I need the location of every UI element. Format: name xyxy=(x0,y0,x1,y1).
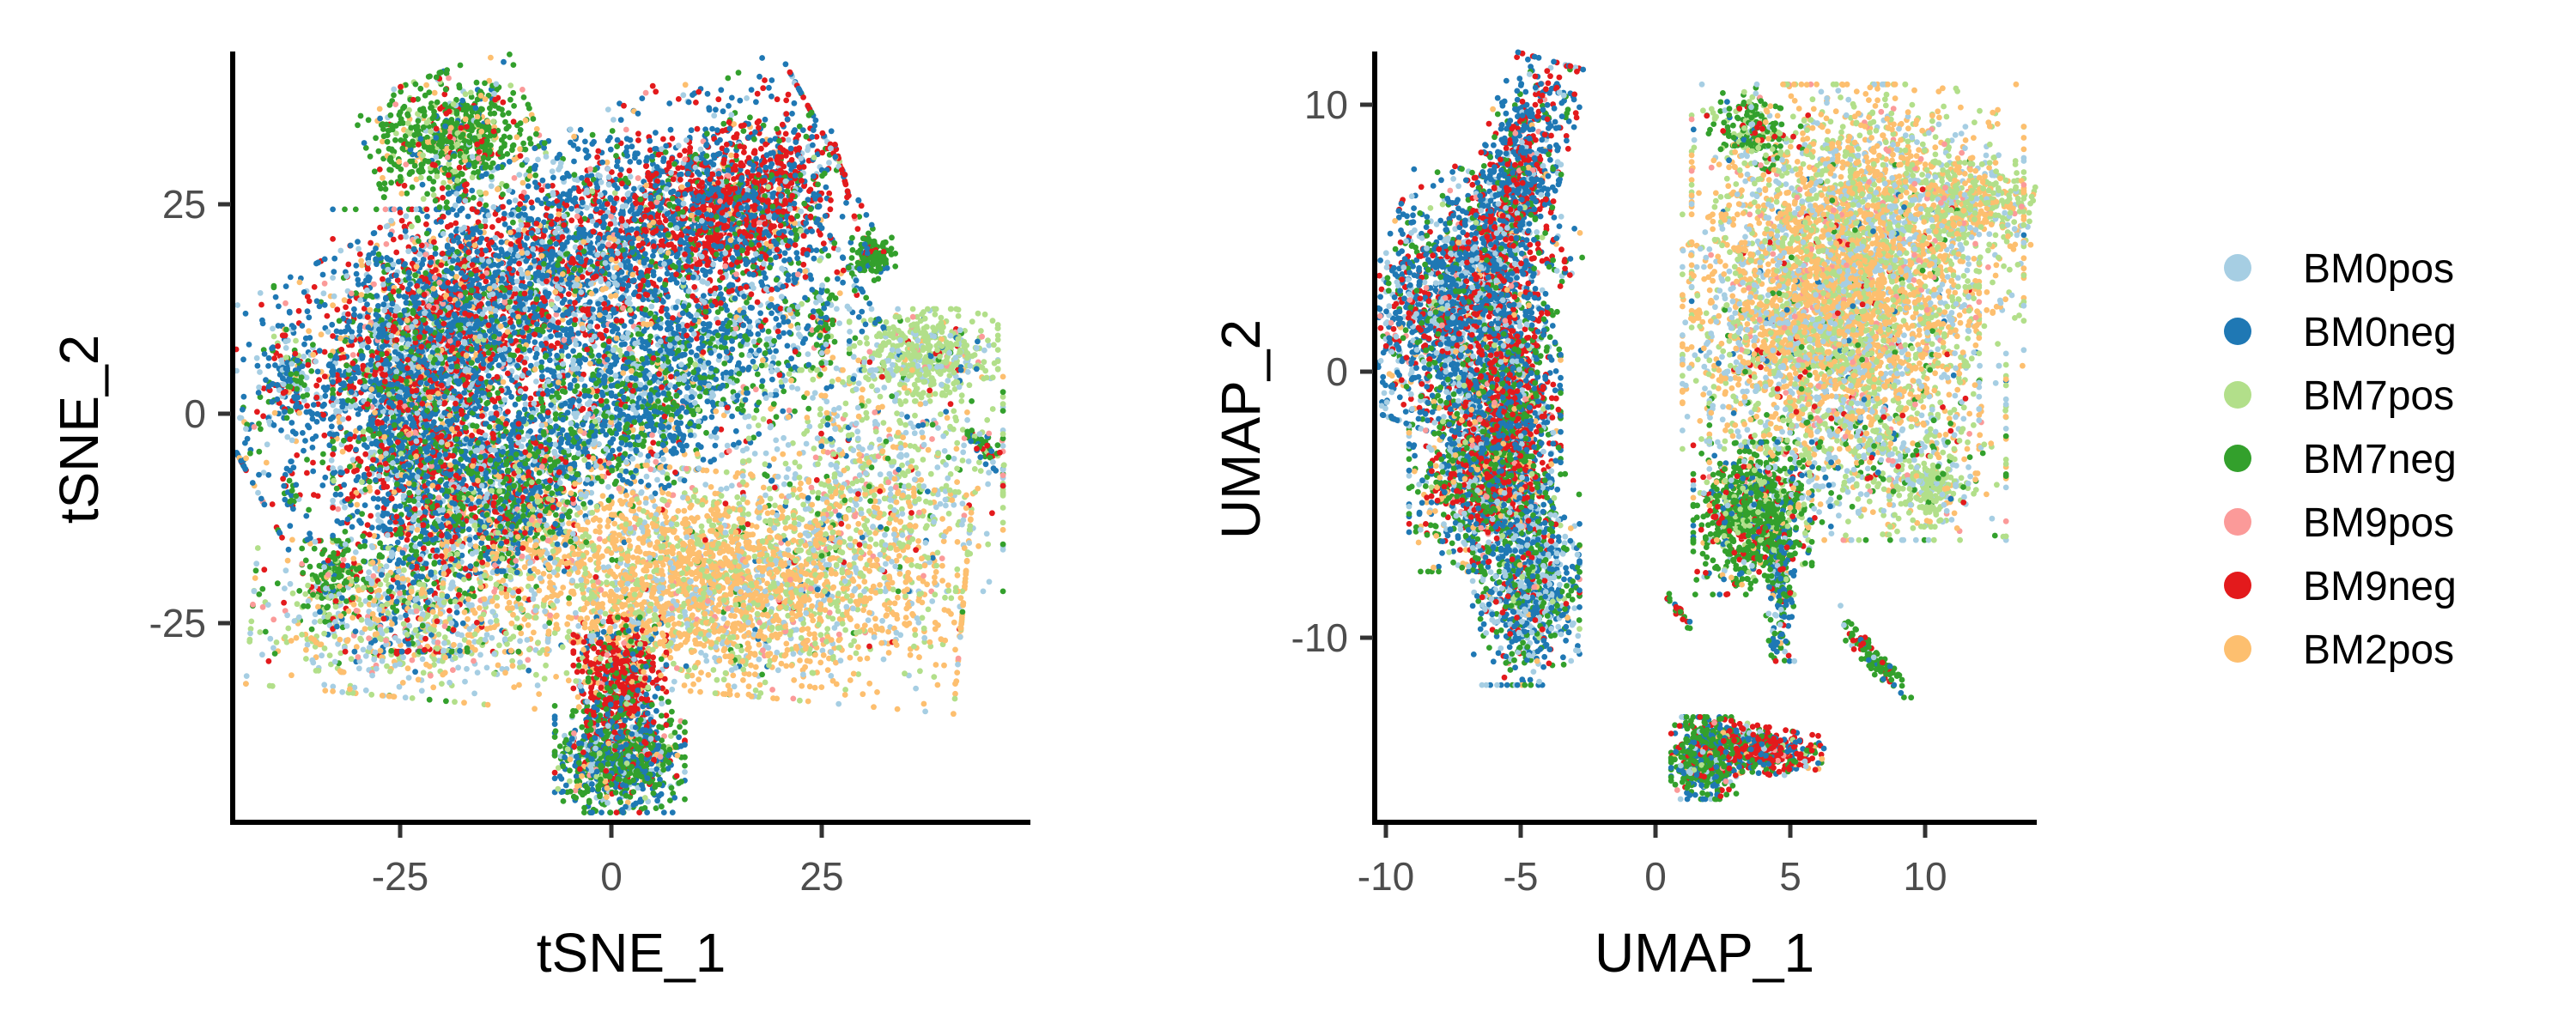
umap-x-ticks xyxy=(1383,825,1928,838)
tsne-x-axis-title: tSNE_1 xyxy=(537,922,726,984)
tsne-x-ticks xyxy=(398,825,824,838)
tsne-ytick-25: 25 xyxy=(162,182,206,227)
umap-xtick-10: 10 xyxy=(1903,854,1947,899)
legend-label: BM9pos xyxy=(2303,500,2454,546)
legend-item-bm9pos: BM9pos xyxy=(2224,500,2454,546)
umap-x-axis-title: UMAP_1 xyxy=(1595,922,1814,984)
legend-dot-icon xyxy=(2224,572,2251,599)
umap-scatter-points xyxy=(1375,49,2038,803)
legend: BM0pos BM0neg BM7pos BM7neg BM9pos BM9ne… xyxy=(2224,246,2457,673)
umap-ytick-0: 0 xyxy=(1326,349,1348,394)
tsne-y-ticks xyxy=(218,202,231,626)
umap-xtick-neg10: -10 xyxy=(1358,854,1414,899)
legend-label: BM0neg xyxy=(2303,310,2457,355)
tsne-ytick-0: 0 xyxy=(184,391,206,436)
legend-dot-icon xyxy=(2224,254,2251,282)
legend-item-bm0neg: BM0neg xyxy=(2224,310,2457,355)
umap-ytick-10: 10 xyxy=(1304,82,1348,127)
umap-xtick-5: 5 xyxy=(1779,854,1801,899)
tsne-panel: 25 0 -25 -25 0 25 tSNE_1 tSNE_2 xyxy=(48,52,1030,984)
legend-dot-icon xyxy=(2224,635,2251,663)
tsne-xtick-neg25: -25 xyxy=(372,854,428,899)
umap-panel: 10 0 -10 -10 -5 0 5 10 UMAP_1 UMAP_2 xyxy=(1210,49,2038,984)
tsne-xtick-0: 0 xyxy=(600,854,623,899)
legend-item-bm2pos: BM2pos xyxy=(2224,627,2454,673)
legend-dot-icon xyxy=(2224,318,2251,345)
legend-dot-icon xyxy=(2224,445,2251,472)
legend-item-bm7pos: BM7pos xyxy=(2224,373,2454,419)
tsne-scatter-points xyxy=(233,52,1007,815)
umap-ytick-neg10: -10 xyxy=(1291,615,1348,660)
legend-dot-icon xyxy=(2224,381,2251,409)
legend-label: BM0pos xyxy=(2303,246,2454,292)
legend-item-bm7neg: BM7neg xyxy=(2224,437,2457,482)
legend-label: BM7neg xyxy=(2303,437,2457,482)
umap-xtick-0: 0 xyxy=(1644,854,1667,899)
legend-item-bm0pos: BM0pos xyxy=(2224,246,2454,292)
umap-y-axis-title: UMAP_2 xyxy=(1210,319,1272,539)
legend-item-bm9neg: BM9neg xyxy=(2224,564,2457,609)
legend-dot-icon xyxy=(2224,508,2251,536)
umap-y-ticks xyxy=(1360,102,1373,640)
tsne-xtick-25: 25 xyxy=(799,854,843,899)
tsne-y-axis-title: tSNE_2 xyxy=(48,335,110,524)
legend-label: BM9neg xyxy=(2303,564,2457,609)
legend-label: BM2pos xyxy=(2303,627,2454,673)
umap-xtick-neg5: -5 xyxy=(1504,854,1539,899)
legend-label: BM7pos xyxy=(2303,373,2454,419)
tsne-ytick-neg25: -25 xyxy=(149,601,206,645)
